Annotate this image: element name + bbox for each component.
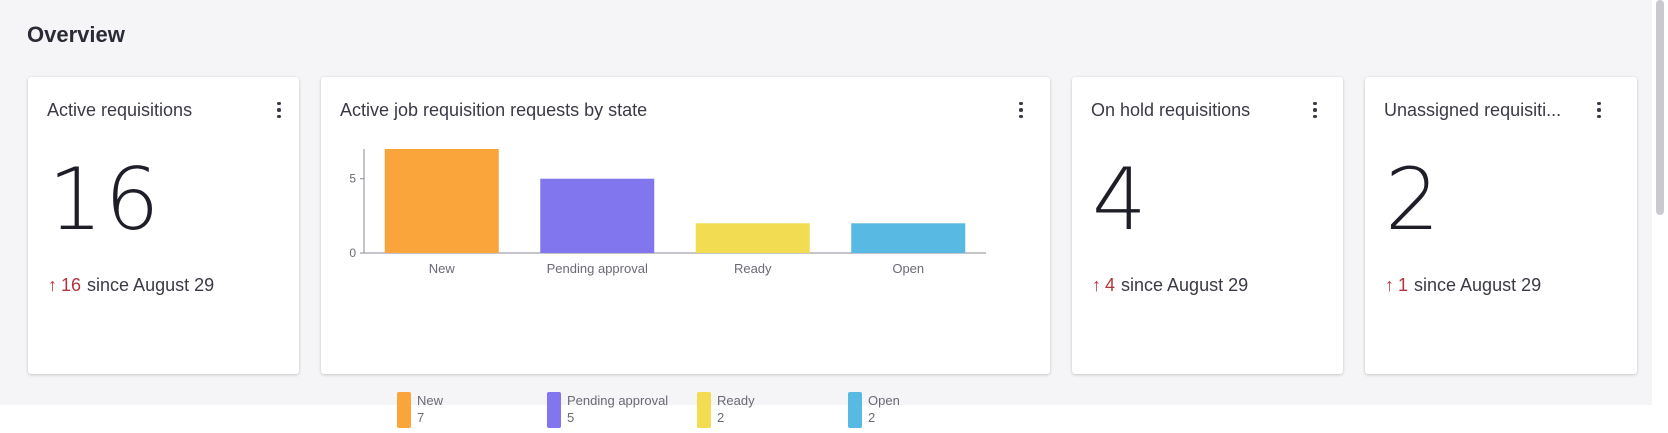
card-title: Active requisitions (47, 100, 193, 120)
bar-open[interactable] (851, 223, 966, 253)
legend-count: 7 (417, 410, 425, 425)
bar-new[interactable] (384, 149, 499, 253)
x-tick-label: New (429, 261, 456, 276)
x-tick-label: Ready (734, 261, 772, 276)
bar-pending-approval[interactable] (540, 178, 655, 253)
unassigned-requisitions-card[interactable]: Unassigned requisiti... 2 ↑ 1 since August… (1365, 77, 1637, 374)
metric-value: 16 (48, 150, 162, 250)
legend-label: Ready (717, 393, 755, 408)
x-tick-label: Open (892, 261, 924, 276)
metric-value: 2 (1385, 150, 1442, 250)
legend-swatch (697, 392, 711, 428)
bar-chart: 0 5 New Pending approval Ready Open (349, 149, 986, 276)
active-requisitions-card[interactable]: Active requisitions 16 ↑ 16 since August 2… (28, 77, 299, 374)
y-tick-label: 5 (349, 172, 356, 186)
legend-label: Pending approval (567, 393, 669, 408)
more-vertical-icon[interactable] (1589, 99, 1609, 121)
trend-line: ↑ 1 since August 29 (1385, 275, 1541, 296)
legend-count: 2 (868, 410, 876, 425)
bar-ready[interactable] (695, 223, 810, 253)
overview-panel: Overview Active requisitions 16 ↑ 16 since… (27, 22, 1637, 428)
y-tick-label: 0 (349, 246, 356, 260)
legend-swatch (547, 392, 561, 428)
arrow-up-icon: ↑ (1092, 275, 1101, 295)
section-title: Overview (27, 22, 125, 47)
arrow-up-icon: ↑ (1385, 275, 1394, 295)
legend-count: 5 (567, 410, 575, 425)
metric-value: 4 (1092, 150, 1149, 250)
requisitions-by-state-chart-card[interactable]: Active job requisition requests by state… (321, 77, 1050, 428)
arrow-up-icon: ↑ (48, 275, 57, 295)
more-vertical-icon[interactable] (1011, 99, 1031, 121)
legend-swatch (848, 392, 862, 428)
card-title: On hold requisitions (1091, 100, 1251, 120)
trend-text: since August 29 (87, 275, 215, 295)
trend-text: since August 29 (1121, 275, 1249, 295)
trend-text: since August 29 (1414, 275, 1542, 295)
more-vertical-icon[interactable] (1305, 99, 1325, 121)
card-title: Unassigned requisiti... (1384, 100, 1562, 120)
trend-delta: 4 (1105, 275, 1116, 295)
legend-label: Open (868, 393, 900, 408)
trend-line: ↑ 4 since August 29 (1092, 275, 1248, 296)
page-scrollbar[interactable] (1656, 0, 1664, 215)
x-tick-label: Pending approval (547, 261, 648, 276)
on-hold-requisitions-card[interactable]: On hold requisitions 4 ↑ 4 since August 29 (1072, 77, 1343, 374)
trend-line: ↑ 16 since August 29 (48, 275, 214, 296)
legend-count: 2 (717, 410, 725, 425)
legend-label: New (417, 393, 444, 408)
more-vertical-icon[interactable] (269, 99, 289, 121)
trend-delta: 1 (1398, 275, 1409, 295)
trend-delta: 16 (61, 275, 82, 295)
legend-swatch (397, 392, 411, 428)
